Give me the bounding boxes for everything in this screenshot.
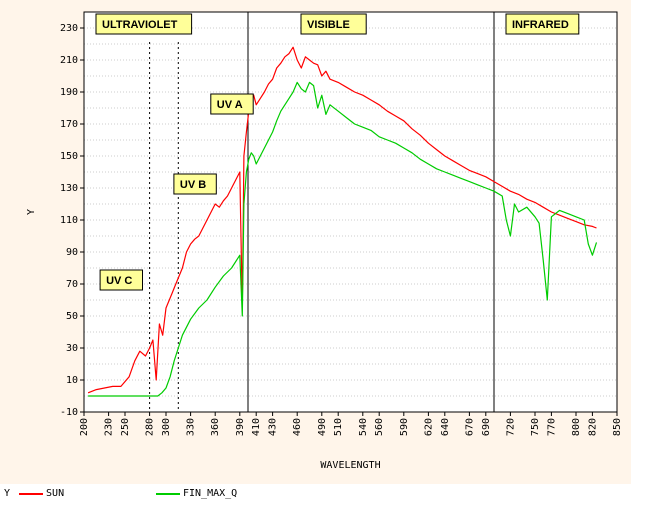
region-label-box <box>300 13 367 35</box>
y-axis-title: Y <box>26 209 37 215</box>
legend-swatch-fin-max-q <box>156 492 180 495</box>
chart-panel: -10 10 30 50 70 90 110 130 150 170 190 210 230 200 230… <box>0 0 631 484</box>
region-label-box <box>505 13 580 35</box>
x-tick-label: 720 <box>505 418 516 436</box>
legend-ylabel: Y <box>4 488 11 499</box>
y-tick-label: 90 <box>66 247 78 258</box>
x-tick-label: 430 <box>268 418 279 436</box>
region-label: UV A <box>217 99 243 111</box>
region-label-box <box>210 93 254 115</box>
region-label-box <box>95 13 193 35</box>
x-tick-label: 560 <box>374 418 385 436</box>
y-tick-label: 150 <box>60 151 78 162</box>
region-label: INFRARED <box>512 19 569 31</box>
x-tick-label: 690 <box>481 418 492 436</box>
x-tick-label: 750 <box>530 418 541 436</box>
x-tick-label: 490 <box>317 418 328 436</box>
x-tick-label: 230 <box>104 418 115 436</box>
x-tick-label: 250 <box>120 418 131 436</box>
x-tick-label: 390 <box>235 418 246 436</box>
x-tick-label: 280 <box>145 418 156 436</box>
y-tick-label: 230 <box>60 23 78 34</box>
series-line-sun <box>87 46 597 394</box>
x-tick-label: 360 <box>210 418 221 436</box>
y-tick-label: 10 <box>66 375 78 386</box>
y-tick-label: 50 <box>66 311 78 322</box>
y-tick-label: 170 <box>60 119 78 130</box>
x-tick-label: 820 <box>587 418 598 436</box>
x-tick-label: 510 <box>333 418 344 436</box>
region-label: UV C <box>106 275 132 287</box>
y-tick-label: -10 <box>60 407 78 418</box>
y-tick-label: 70 <box>66 279 78 290</box>
x-tick-label: 770 <box>546 418 557 436</box>
x-tick-label: 330 <box>186 418 197 436</box>
legend: Y SUN FIN_MAX_Q <box>0 484 647 516</box>
region-label: ULTRAVIOLET <box>102 19 178 31</box>
plot-area <box>84 12 617 412</box>
x-tick-label: 540 <box>358 418 369 436</box>
y-tick-label: 110 <box>60 215 78 226</box>
y-tick-label: 30 <box>66 343 78 354</box>
plot-frame <box>83 11 618 413</box>
legend-item-fin-max-q: FIN_MAX_Q <box>156 488 237 499</box>
spectrum-chart: -10 10 30 50 70 90 110 130 150 170 190 210 230 200 230… <box>26 11 623 471</box>
legend-item-y: Y SUN <box>4 488 64 499</box>
series-line-fin-max-q <box>88 81 598 397</box>
y-tick-label: 130 <box>60 183 78 194</box>
x-tick-label: 200 <box>79 418 90 436</box>
x-tick-label: 640 <box>440 418 451 436</box>
x-tick-label: 410 <box>251 418 262 436</box>
x-tick-label: 670 <box>464 418 475 436</box>
y-tick-label: 210 <box>60 55 78 66</box>
y-tick-label: 190 <box>60 87 78 98</box>
legend-label-sun: SUN <box>46 488 65 499</box>
x-tick-label: 800 <box>571 418 582 436</box>
x-tick-label: 300 <box>161 418 172 436</box>
region-label: UV B <box>180 179 206 191</box>
x-tick-label: 850 <box>612 418 623 436</box>
region-label-box <box>173 173 217 195</box>
x-tick-label: 590 <box>399 418 410 436</box>
legend-label-fin-max-q: FIN_MAX_Q <box>183 488 238 499</box>
region-label: VISIBLE <box>307 19 350 31</box>
legend-swatch-sun <box>19 492 44 495</box>
x-tick-label: 620 <box>423 418 434 436</box>
region-label-box <box>99 269 143 291</box>
x-tick-label: 460 <box>292 418 303 436</box>
x-axis-title: WAVELENGTH <box>320 460 380 471</box>
